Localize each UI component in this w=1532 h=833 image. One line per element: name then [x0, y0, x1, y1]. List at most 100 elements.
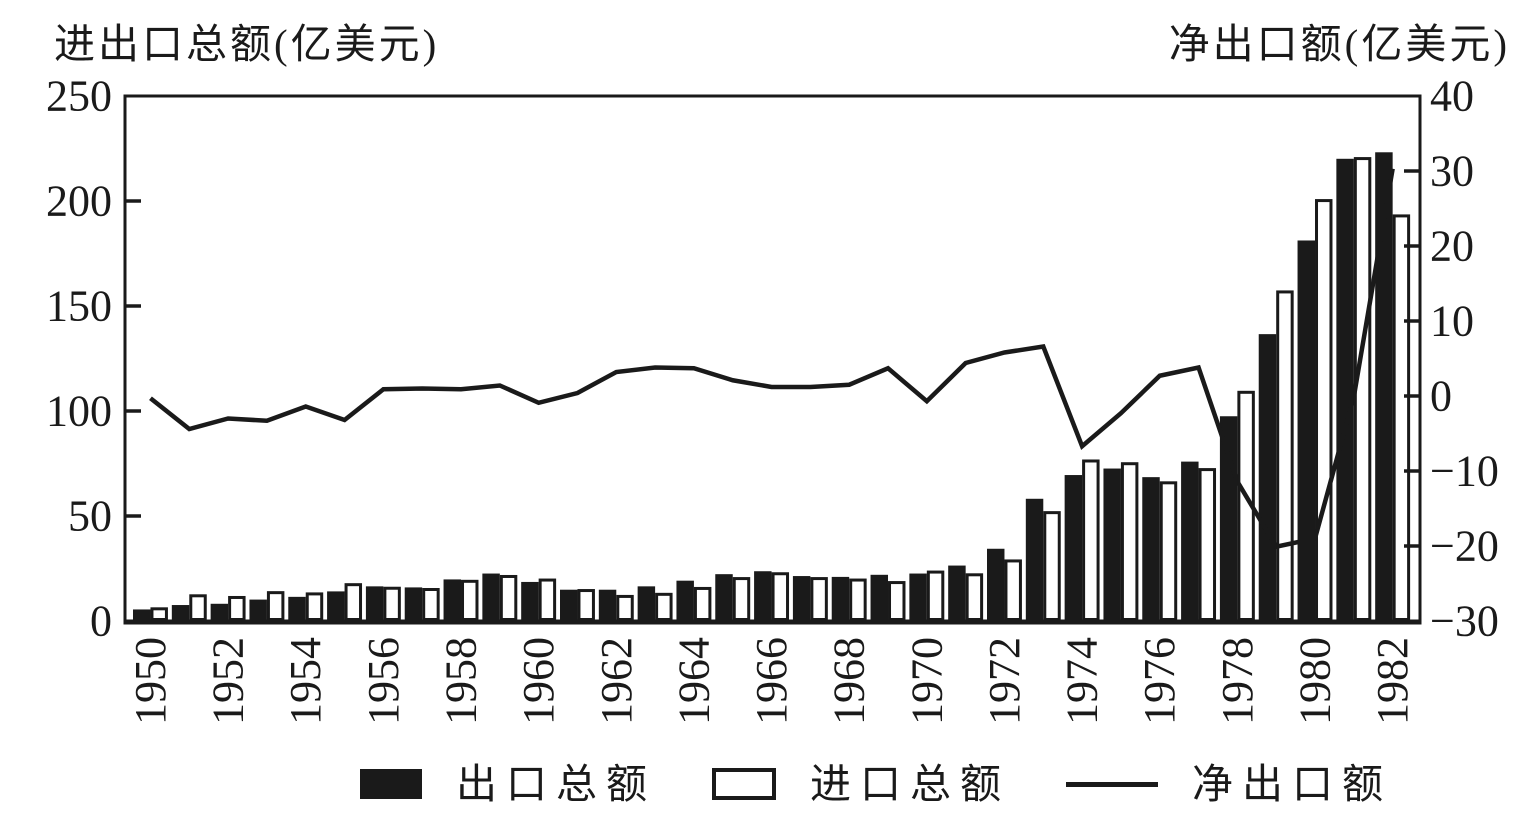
export-bar — [870, 574, 889, 621]
x-axis-year-label: 1978 — [1213, 637, 1262, 725]
x-axis-year-label: 1970 — [902, 637, 951, 725]
left-axis-tick-label: 150 — [46, 282, 112, 331]
x-axis-year-label: 1968 — [825, 637, 874, 725]
import-bar — [538, 578, 557, 621]
legend-label-net-exports: 净出口额 — [1192, 760, 1392, 807]
x-axis-year-label: 1964 — [669, 637, 718, 725]
import-bar — [228, 595, 246, 621]
import-bar — [926, 570, 945, 622]
x-axis-year-label: 1954 — [281, 637, 330, 725]
export-bar — [676, 580, 694, 621]
right-axis-tick-label: −10 — [1430, 447, 1499, 496]
import-bar — [771, 572, 790, 621]
x-axis-year-label: 1980 — [1291, 637, 1340, 725]
export-bar — [1336, 158, 1354, 622]
x-axis-year-label: 1966 — [747, 637, 796, 725]
import-bar — [422, 588, 440, 621]
legend-item-net-exports: 净出口额 — [1066, 760, 1392, 807]
export-bar — [754, 571, 772, 621]
import-bar — [1082, 459, 1100, 622]
import-bar — [150, 607, 168, 622]
export-bar — [987, 548, 1005, 621]
left-axis-tick-label: 0 — [90, 597, 112, 646]
export-bar — [598, 589, 617, 621]
import-bar — [1353, 157, 1372, 622]
right-axis-tick-label: 0 — [1430, 372, 1452, 421]
export-bar — [1181, 461, 1199, 621]
export-bar — [715, 574, 733, 621]
legend-item-imports: 进口总额 — [712, 760, 1010, 807]
export-bar — [210, 603, 229, 621]
x-axis-year-label: 1956 — [359, 637, 408, 725]
import-bar — [305, 592, 324, 621]
import-bar — [1315, 199, 1333, 622]
left-axis-tick-label: 50 — [68, 492, 112, 541]
import-bar — [1276, 290, 1294, 621]
right-axis-tick-label: 10 — [1430, 297, 1474, 346]
net-exports-line-swatch-icon — [1066, 781, 1158, 787]
import-bar — [1198, 468, 1217, 621]
right-axis-tick-label: 20 — [1430, 222, 1474, 271]
import-bar — [849, 578, 867, 621]
import-bar — [693, 586, 712, 622]
exports-filled-swatch-icon — [360, 769, 422, 799]
net-export-line — [149, 168, 1395, 550]
export-bar — [404, 587, 423, 621]
x-axis-year-label: 1972 — [980, 637, 1029, 725]
left-axis-tick-label: 200 — [46, 177, 112, 226]
export-bar — [1375, 152, 1393, 621]
legend-item-exports: 出口总额 — [360, 760, 656, 807]
right-axis-tick-label: −20 — [1430, 522, 1499, 571]
x-axis-year-label: 1962 — [592, 637, 641, 725]
import-bar — [1120, 462, 1139, 621]
import-bar — [1392, 214, 1411, 621]
export-bar — [482, 573, 500, 621]
import-bar — [732, 577, 751, 622]
import-bar — [965, 573, 984, 621]
imports-outlined-swatch-icon — [712, 768, 776, 800]
export-bar — [948, 565, 966, 621]
export-bar — [1297, 240, 1316, 622]
x-axis-year-label: 1974 — [1058, 637, 1107, 725]
export-bar — [249, 599, 267, 621]
right-axis-tick-label: 30 — [1430, 147, 1474, 196]
export-bar — [288, 596, 306, 621]
import-bar — [344, 583, 363, 621]
import-bar — [616, 594, 634, 621]
import-bar — [1004, 559, 1022, 622]
export-bar — [521, 581, 539, 621]
import-bar — [577, 589, 595, 621]
x-axis-year-label: 1950 — [126, 637, 175, 725]
import-bar — [1043, 511, 1061, 622]
export-bar — [1258, 334, 1277, 621]
x-axis-year-label: 1958 — [437, 637, 486, 725]
export-bar — [1219, 416, 1238, 621]
x-axis-year-label: 1952 — [204, 637, 253, 725]
import-bar — [888, 581, 906, 622]
export-bar — [1142, 477, 1160, 621]
right-axis-tick-label: −30 — [1430, 597, 1499, 646]
import-bar — [499, 574, 518, 621]
import-bar — [655, 592, 673, 622]
legend-label-imports: 进口总额 — [810, 760, 1010, 807]
export-bar — [637, 586, 656, 621]
x-axis-year-label: 1982 — [1368, 637, 1417, 725]
export-bar — [1103, 468, 1121, 621]
export-bar — [365, 586, 384, 621]
export-bar — [1025, 498, 1044, 621]
left-axis-title: 进出口总额(亿美元) — [54, 21, 440, 67]
export-bar — [133, 609, 151, 621]
import-bar — [189, 594, 207, 621]
legend-label-exports: 出口总额 — [456, 760, 656, 807]
right-axis-title: 净出口额(亿美元) — [1168, 21, 1510, 67]
export-bar — [171, 605, 190, 621]
import-bar — [266, 591, 285, 622]
export-bar — [831, 576, 850, 621]
import-bar — [383, 586, 401, 621]
left-axis-tick-label: 100 — [46, 387, 112, 436]
export-bar — [792, 576, 811, 621]
chart-legend: 出口总额 进口总额 净出口额 — [360, 756, 1392, 812]
export-bar — [909, 573, 927, 621]
